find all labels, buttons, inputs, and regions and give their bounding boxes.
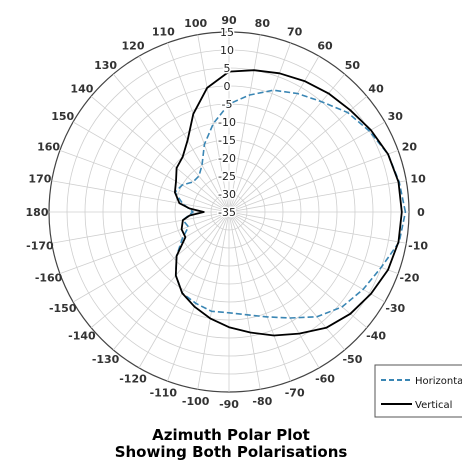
angular-tick-label: 180 (26, 206, 49, 219)
grid-spoke (228, 211, 368, 329)
angular-tick-label: 140 (70, 83, 93, 96)
series-vertical-line (174, 69, 403, 337)
angular-tick-label: -130 (92, 353, 120, 366)
grid-spoke (228, 211, 407, 244)
angular-tick-label: -150 (49, 302, 77, 315)
angular-tick-label: 70 (287, 26, 303, 39)
grid-spoke (228, 211, 291, 382)
grid-spoke (228, 121, 386, 213)
legend-vertical-label: Vertical (415, 400, 452, 411)
angular-tick-label: 90 (221, 14, 237, 27)
polar-grid (48, 31, 410, 393)
grid-spoke (90, 95, 230, 213)
series-layer (174, 69, 407, 337)
angular-tick-label: -10 (408, 239, 428, 252)
grid-spoke (228, 55, 320, 213)
angular-tick-label: -60 (315, 372, 335, 385)
angular-tick-label: 30 (388, 110, 404, 123)
angular-tick-label: 10 (410, 173, 426, 186)
radial-tick-label: -30 (218, 188, 236, 201)
radial-tick-label: 0 (224, 80, 231, 93)
grid-spoke (228, 211, 386, 303)
angular-tick-label: 100 (184, 17, 207, 30)
grid-spoke (167, 211, 230, 382)
angular-tick-label: 170 (28, 173, 51, 186)
angular-tick-label: -140 (68, 329, 96, 342)
grid-spoke (90, 211, 230, 329)
legend-horizontal-label: Horizonta (415, 376, 462, 387)
grid-spoke (197, 211, 230, 390)
angular-tick-label: 80 (255, 17, 271, 30)
angular-tick-label: -50 (342, 353, 362, 366)
angular-tick-label: -40 (366, 329, 386, 342)
grid-spoke (228, 211, 399, 274)
radial-tick-label: -35 (218, 206, 236, 219)
angular-tick-label: -70 (285, 386, 305, 399)
grid-spoke (51, 211, 230, 244)
grid-spoke (51, 180, 230, 213)
angular-tick-label: -160 (35, 272, 63, 285)
angular-tick-label: -100 (182, 395, 210, 408)
legend-box (374, 364, 462, 418)
grid-spoke (72, 211, 230, 303)
radial-tick-label: -25 (218, 170, 236, 183)
grid-spoke (228, 211, 320, 369)
radial-tick-label: 5 (224, 62, 231, 75)
angular-tick-label: 40 (368, 83, 384, 96)
chart-title-line-1: Azimuth Polar Plot (152, 426, 310, 444)
grid-spoke (138, 211, 230, 369)
radial-tick-label: 10 (220, 44, 234, 57)
radial-tick-labels: -35 -30 -25 -20 -15 -10 -5 0 5 10 15 (217, 25, 238, 221)
angular-tick-label: -30 (385, 302, 405, 315)
radial-tick-label: -10 (218, 116, 236, 129)
legend: Horizonta Vertical (374, 364, 462, 418)
radial-tick-label: -15 (218, 134, 236, 147)
angular-tick-label: 160 (37, 140, 60, 153)
angular-tick-label: -80 (252, 395, 272, 408)
angular-tick-label: 0 (417, 206, 425, 219)
grid-spoke (228, 42, 291, 213)
angular-tick-label: -170 (26, 239, 54, 252)
grid-spoke (138, 55, 230, 213)
grid-spoke (167, 42, 230, 213)
grid-spoke (228, 211, 261, 390)
angular-tick-labels: 0102030405060708090100110120130140150160… (26, 14, 429, 411)
angular-tick-label: -110 (150, 386, 178, 399)
polar-chart: 0102030405060708090100110120130140150160… (26, 14, 462, 418)
angular-tick-label: 150 (51, 110, 74, 123)
series-horizontal-line (174, 89, 407, 319)
radial-tick-label: -5 (222, 98, 233, 111)
angular-tick-label: -20 (399, 272, 419, 285)
radial-tick-label: 15 (220, 26, 234, 39)
angular-tick-label: 110 (152, 26, 175, 39)
angular-tick-label: 20 (402, 140, 418, 153)
angular-tick-label: 50 (345, 59, 361, 72)
chart-title-line-2: Showing Both Polarisations (114, 443, 348, 461)
grid-spoke (228, 150, 399, 213)
grid-spoke (228, 180, 407, 213)
grid-spoke (228, 95, 368, 213)
grid-spoke (228, 73, 346, 213)
angular-tick-label: 120 (122, 40, 145, 53)
grid-spoke (197, 34, 230, 213)
radial-tick-label: -20 (218, 152, 236, 165)
angular-tick-label: 60 (317, 40, 333, 53)
angular-tick-label: 130 (94, 59, 117, 72)
angular-tick-label: -90 (219, 398, 239, 411)
grid-spoke (59, 211, 230, 274)
grid-spoke (72, 121, 230, 213)
grid-spoke (228, 34, 261, 213)
grid-spoke (112, 211, 230, 351)
angular-tick-label: -120 (119, 372, 147, 385)
grid-spoke (112, 73, 230, 213)
grid-spoke (59, 150, 230, 213)
grid-spoke (228, 211, 346, 351)
